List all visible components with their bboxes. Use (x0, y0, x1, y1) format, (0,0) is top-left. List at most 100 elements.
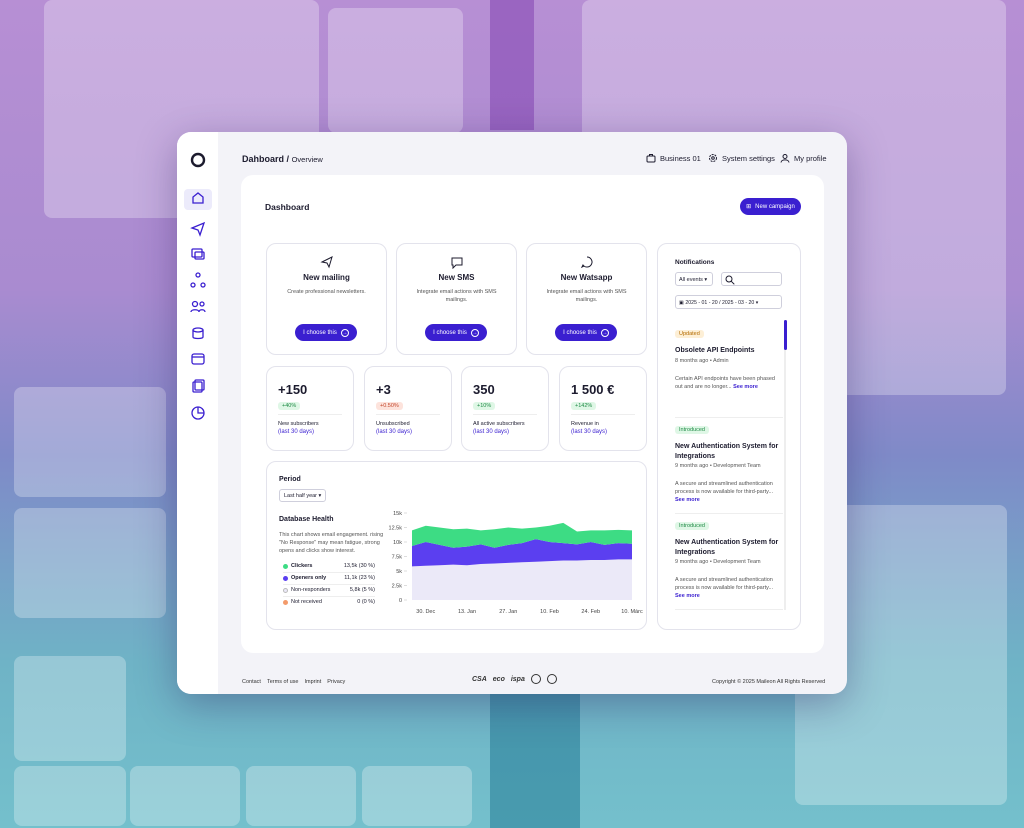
notification-tag: Updated (675, 330, 704, 338)
legend-value: 13,5k (30 %) (343, 563, 375, 569)
arrow-icon: → (470, 328, 479, 337)
new-campaign-button[interactable]: ⊞ New campaign (740, 198, 801, 215)
notification-list: Updated Obsolete API Endpoints 8 months ag… (675, 322, 783, 612)
see-more-link[interactable]: See more (675, 593, 700, 599)
legend-name: Clickers (291, 563, 313, 569)
footer-link[interactable]: Imprint (304, 679, 322, 685)
stat-value: 1 500 € (571, 382, 615, 397)
notification-title: New Authentication System for Integratio… (675, 539, 779, 556)
legend-dot (283, 564, 288, 569)
see-more-link[interactable]: See more (675, 497, 700, 503)
stat-change: +40% (278, 402, 301, 410)
stat-label: Revenue in (571, 421, 599, 427)
certificate-icon (546, 674, 557, 684)
bg-panel (362, 766, 472, 826)
legend-divider (283, 584, 375, 585)
stat-period: (last 30 days) (278, 429, 315, 435)
stat-change: +10% (473, 402, 496, 410)
search-icon (725, 275, 735, 285)
bg-panel (14, 766, 126, 826)
breadcrumb-current: Overview (291, 155, 323, 164)
footer-badge: ispa (510, 675, 525, 683)
bg-panel (14, 387, 166, 497)
breadcrumb-separator: / (286, 154, 290, 164)
channel-title: New mailing (303, 273, 350, 282)
stat-period: (last 30 days) (473, 429, 510, 435)
menu-profile[interactable]: My profile (794, 154, 827, 163)
notifications-card (657, 243, 801, 630)
scroll-thumb[interactable] (784, 320, 787, 350)
stat-change: +0.50% (376, 402, 403, 410)
period-label: Period (279, 476, 301, 483)
notification-meta: 8 months ago • Admin (675, 358, 729, 364)
see-more-link[interactable]: See more (733, 384, 758, 390)
choose-button[interactable]: I choose this → (295, 324, 357, 341)
dashboard-title: Dashboard (265, 202, 310, 212)
bg-panel (14, 508, 166, 618)
stat-divider (571, 414, 635, 415)
stat-label: Unsubscribed (376, 421, 410, 427)
copyright: Copyright © 2025 Maileon All Rights Rese… (712, 679, 826, 685)
event-filter[interactable]: All events ▾ (675, 272, 713, 286)
button-label: I choose this (563, 329, 597, 336)
search-box[interactable] (721, 272, 782, 286)
notification-text: Certain API endpoints have been phased o… (675, 375, 781, 391)
channel-description: Integrate email actions with SMS mailing… (416, 289, 497, 303)
notification-text: A secure and streamlined authentication … (675, 480, 781, 504)
stat-period: (last 30 days) (376, 429, 413, 435)
breadcrumb-title: Dahboard (242, 154, 285, 164)
chart-title: Database Health (279, 516, 334, 523)
legend-divider (283, 572, 375, 573)
period-select[interactable]: Last half year ▾ (279, 489, 326, 502)
footer-links: Contact Terms of use Imprint Privacy (242, 679, 351, 685)
legend-dot (283, 576, 288, 581)
legend-value: 0 (0 %) (357, 599, 375, 605)
stat-label: New subscribers (278, 421, 319, 427)
choose-button[interactable]: I choose this → (425, 324, 487, 341)
stat-value: +3 (376, 382, 391, 397)
date-range[interactable]: ▣ 2025 - 01 - 20 / 2025 - 03 - 20 ▾ (675, 295, 782, 309)
footer-badge: CSA (472, 675, 487, 683)
plus-icon: ⊞ (746, 204, 752, 210)
bg-strip (490, 694, 580, 828)
notifications-title: Notifications (675, 259, 715, 266)
menu-business[interactable]: Business 01 (660, 154, 701, 163)
legend-dot (283, 588, 288, 593)
notification-body: Certain API endpoints have been phased o… (675, 376, 775, 390)
legend-dot (283, 600, 288, 605)
notification-meta: 9 months ago • Development Team (675, 559, 761, 565)
legend-name: Non-responders (291, 587, 331, 593)
stat-period: (last 30 days) (571, 429, 608, 435)
channel-icon (451, 257, 463, 269)
button-label: New campaign (755, 203, 795, 210)
sidebar-icons (184, 152, 212, 420)
certificate-icon (530, 674, 541, 684)
channel-icon (320, 256, 333, 269)
notification-item: Updated Obsolete API Endpoints 8 months ag… (675, 326, 783, 418)
scroll-track (784, 320, 786, 610)
choose-button[interactable]: I choose this → (555, 324, 617, 341)
footer-link[interactable]: Contact (242, 679, 261, 685)
profile-icon (780, 154, 790, 163)
stat-divider (376, 414, 440, 415)
stat-divider (278, 414, 342, 415)
notification-meta: 9 months ago • Development Team (675, 463, 761, 469)
button-label: I choose this (303, 329, 337, 336)
legend-name: Openers only (291, 575, 327, 581)
settings-icon (709, 154, 717, 162)
footer-link[interactable]: Privacy (327, 679, 346, 685)
notification-tag: Introduced (675, 426, 709, 434)
briefcase-icon (646, 154, 656, 163)
channel-title: New Watsapp (560, 273, 613, 282)
bg-strip (490, 0, 534, 130)
notification-body: A secure and streamlined authentication … (675, 481, 774, 495)
footer-link[interactable]: Terms of use (266, 679, 299, 685)
menu-settings[interactable]: System settings (722, 154, 775, 163)
notification-title: New Authentication System for Integratio… (675, 443, 779, 460)
bg-panel (246, 766, 356, 826)
channel-icon (580, 256, 593, 269)
arrow-icon: → (600, 328, 609, 337)
bg-panel (130, 766, 240, 826)
stat-value: +150 (278, 382, 308, 397)
